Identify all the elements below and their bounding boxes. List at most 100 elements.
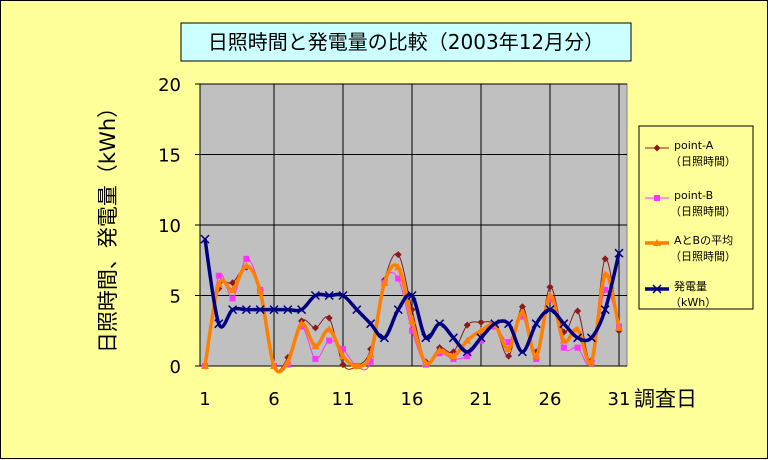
data-point bbox=[297, 305, 307, 315]
x-axis-label: 調査日 bbox=[634, 387, 697, 411]
data-point bbox=[228, 285, 237, 293]
data-point bbox=[366, 319, 376, 329]
y-tick-label: 0 bbox=[170, 357, 181, 378]
data-point bbox=[393, 305, 403, 315]
data-point bbox=[421, 333, 431, 343]
data-point bbox=[573, 333, 583, 343]
data-point bbox=[269, 305, 279, 315]
data-point bbox=[517, 347, 527, 357]
data-point bbox=[214, 319, 224, 329]
data-point bbox=[366, 350, 375, 358]
data-point bbox=[545, 305, 555, 315]
data-point bbox=[476, 333, 486, 343]
data-point bbox=[311, 342, 320, 350]
legend-sublabel: （kWh） bbox=[670, 296, 716, 309]
data-point bbox=[283, 305, 293, 315]
data-point bbox=[504, 319, 514, 329]
data-point bbox=[560, 344, 567, 351]
data-point bbox=[463, 321, 471, 329]
data-point bbox=[228, 305, 238, 315]
data-point bbox=[449, 352, 458, 360]
data-point bbox=[352, 362, 361, 369]
data-point bbox=[325, 314, 333, 322]
data-point bbox=[339, 361, 347, 369]
x-tick-labels: 1 6 11 16 21 26 31 bbox=[199, 389, 630, 410]
data-point bbox=[243, 255, 250, 262]
x-tick-label: 26 bbox=[539, 389, 562, 410]
data-point bbox=[310, 290, 320, 301]
data-point bbox=[408, 316, 416, 324]
data-point bbox=[547, 296, 553, 303]
data-point bbox=[463, 336, 472, 344]
data-point bbox=[615, 323, 623, 331]
data-point bbox=[559, 336, 568, 344]
data-point bbox=[326, 337, 333, 344]
data-point bbox=[421, 359, 430, 367]
x-tick-label: 16 bbox=[401, 389, 424, 410]
data-point bbox=[587, 357, 596, 365]
data-point bbox=[200, 234, 210, 244]
x-tick-label: 6 bbox=[268, 389, 279, 410]
data-point bbox=[478, 337, 484, 344]
data-point bbox=[297, 319, 306, 327]
data-point bbox=[532, 352, 541, 360]
legend bbox=[638, 125, 754, 310]
legend-sublabel: （日照時間） bbox=[670, 155, 736, 168]
legend-marker bbox=[654, 195, 660, 201]
series-group bbox=[200, 234, 624, 374]
legend-entries: point-A （日照時間） point-B （日照時間） AとBの平均 （日照時間） 発電… bbox=[645, 139, 736, 309]
data-point bbox=[395, 275, 402, 282]
data-point bbox=[367, 358, 374, 365]
data-point bbox=[352, 305, 362, 315]
legend-marker bbox=[652, 284, 662, 294]
data-point bbox=[464, 353, 471, 360]
x-tick-label: 31 bbox=[608, 389, 631, 410]
data-point bbox=[518, 303, 526, 311]
data-point bbox=[312, 355, 319, 362]
data-point bbox=[394, 251, 402, 259]
data-point bbox=[214, 280, 223, 288]
legend-entry: 発電量 （kWh） bbox=[645, 279, 716, 309]
data-point bbox=[531, 319, 541, 329]
data-point bbox=[311, 324, 319, 332]
data-point bbox=[324, 290, 334, 301]
x-tick-label: 1 bbox=[199, 389, 210, 410]
y-tick-label: 20 bbox=[158, 75, 181, 96]
data-point bbox=[519, 313, 526, 320]
legend-marker bbox=[653, 144, 661, 152]
legend-label: AとBの平均 bbox=[674, 234, 733, 247]
data-point bbox=[602, 286, 609, 293]
data-point bbox=[614, 248, 624, 258]
data-point bbox=[325, 325, 334, 333]
data-point bbox=[379, 333, 389, 343]
x-tick-label: 21 bbox=[470, 389, 493, 410]
data-point bbox=[339, 352, 347, 360]
legend-entry: point-A （日照時間） bbox=[645, 139, 736, 168]
data-point bbox=[559, 319, 569, 329]
y-tick-label: 10 bbox=[158, 216, 181, 237]
y-tick-labels: 0 5 10 15 20 bbox=[158, 75, 200, 378]
data-point bbox=[283, 357, 292, 365]
chart-title: 日照時間と発電量の比較（2003年12月分） bbox=[208, 30, 604, 54]
data-point bbox=[505, 339, 512, 346]
data-point bbox=[394, 263, 403, 271]
x-tick-label: 11 bbox=[332, 389, 355, 410]
legend-entry: AとBの平均 （日照時間） bbox=[645, 234, 736, 263]
data-point bbox=[477, 318, 485, 326]
data-point bbox=[256, 287, 265, 295]
data-point bbox=[340, 346, 346, 353]
data-point bbox=[574, 344, 581, 351]
title-box bbox=[180, 22, 632, 62]
data-point bbox=[338, 290, 348, 301]
data-point bbox=[505, 352, 513, 360]
data-point bbox=[546, 283, 554, 291]
data-point bbox=[380, 278, 389, 286]
legend-label: point-A bbox=[674, 139, 714, 152]
data-point bbox=[255, 305, 265, 315]
data-point bbox=[270, 362, 278, 369]
series-4 bbox=[200, 234, 624, 357]
series-3 bbox=[201, 261, 623, 374]
data-point bbox=[518, 308, 527, 316]
